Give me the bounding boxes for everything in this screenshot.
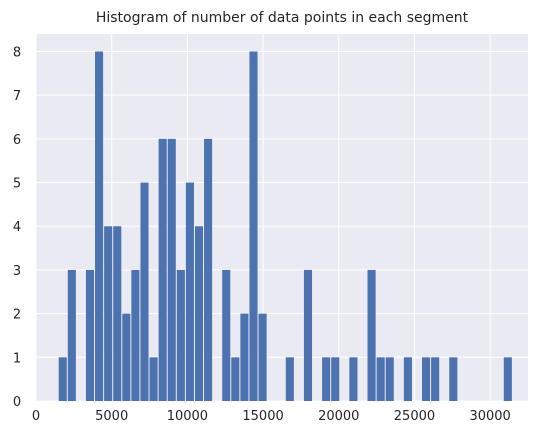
histogram-bar bbox=[204, 138, 213, 401]
histogram-bar bbox=[403, 357, 412, 401]
histogram-bar bbox=[85, 269, 95, 401]
y-tick-label: 3 bbox=[13, 264, 21, 279]
histogram-bar bbox=[167, 138, 176, 401]
histogram-bar bbox=[422, 357, 431, 401]
histogram-bar bbox=[367, 269, 376, 401]
histogram-bar bbox=[95, 51, 104, 401]
y-tick-labels: 0 1 2 3 4 5 6 7 8 bbox=[13, 45, 21, 410]
x-tick-label: 5000 bbox=[95, 409, 128, 424]
x-tick-label: 15000 bbox=[242, 409, 283, 424]
y-tick-label: 0 bbox=[13, 395, 21, 410]
histogram-bar bbox=[431, 357, 440, 401]
histogram-bar bbox=[131, 269, 140, 401]
histogram-bar bbox=[158, 138, 167, 401]
histogram-bar bbox=[385, 357, 394, 401]
y-tick-label: 8 bbox=[13, 45, 21, 60]
histogram-bar bbox=[449, 357, 458, 401]
x-tick-label: 25000 bbox=[394, 409, 435, 424]
histogram-bar bbox=[231, 357, 240, 401]
histogram-bar bbox=[104, 226, 113, 401]
chart-title: Histogram of number of data points in ea… bbox=[96, 10, 469, 26]
histogram-bar bbox=[249, 51, 258, 401]
histogram-bar bbox=[322, 357, 331, 401]
y-tick-label: 2 bbox=[13, 308, 21, 323]
histogram-bar bbox=[67, 269, 76, 401]
histogram-bar bbox=[285, 357, 294, 401]
x-tick-label: 30000 bbox=[469, 409, 510, 424]
x-tick-label: 20000 bbox=[318, 409, 359, 424]
y-tick-label: 1 bbox=[13, 351, 21, 366]
y-tick-label: 6 bbox=[13, 133, 21, 148]
x-tick-labels: 0 5000 10000 15000 20000 25000 30000 bbox=[32, 409, 511, 424]
x-tick-label: 0 bbox=[32, 409, 40, 424]
histogram-bar bbox=[240, 313, 249, 401]
histogram-bar bbox=[349, 357, 358, 401]
x-tick-label: 10000 bbox=[167, 409, 208, 424]
histogram-bar bbox=[185, 182, 194, 401]
histogram-bar bbox=[140, 182, 149, 401]
histogram-bar bbox=[58, 357, 67, 401]
histogram-bar bbox=[149, 357, 158, 401]
histogram-bar bbox=[258, 313, 267, 401]
histogram-bars bbox=[58, 51, 512, 401]
y-tick-label: 7 bbox=[13, 89, 21, 104]
histogram-bar bbox=[222, 269, 231, 401]
histogram-bar bbox=[194, 226, 204, 401]
histogram-bar bbox=[113, 226, 122, 401]
histogram-bar bbox=[376, 357, 385, 401]
y-tick-label: 4 bbox=[13, 220, 21, 235]
histogram-bar bbox=[331, 357, 340, 401]
histogram-bar bbox=[503, 357, 512, 401]
histogram-bar bbox=[176, 269, 185, 401]
histogram-bar bbox=[122, 313, 131, 401]
y-tick-label: 5 bbox=[13, 177, 21, 192]
histogram-bar bbox=[303, 269, 313, 401]
